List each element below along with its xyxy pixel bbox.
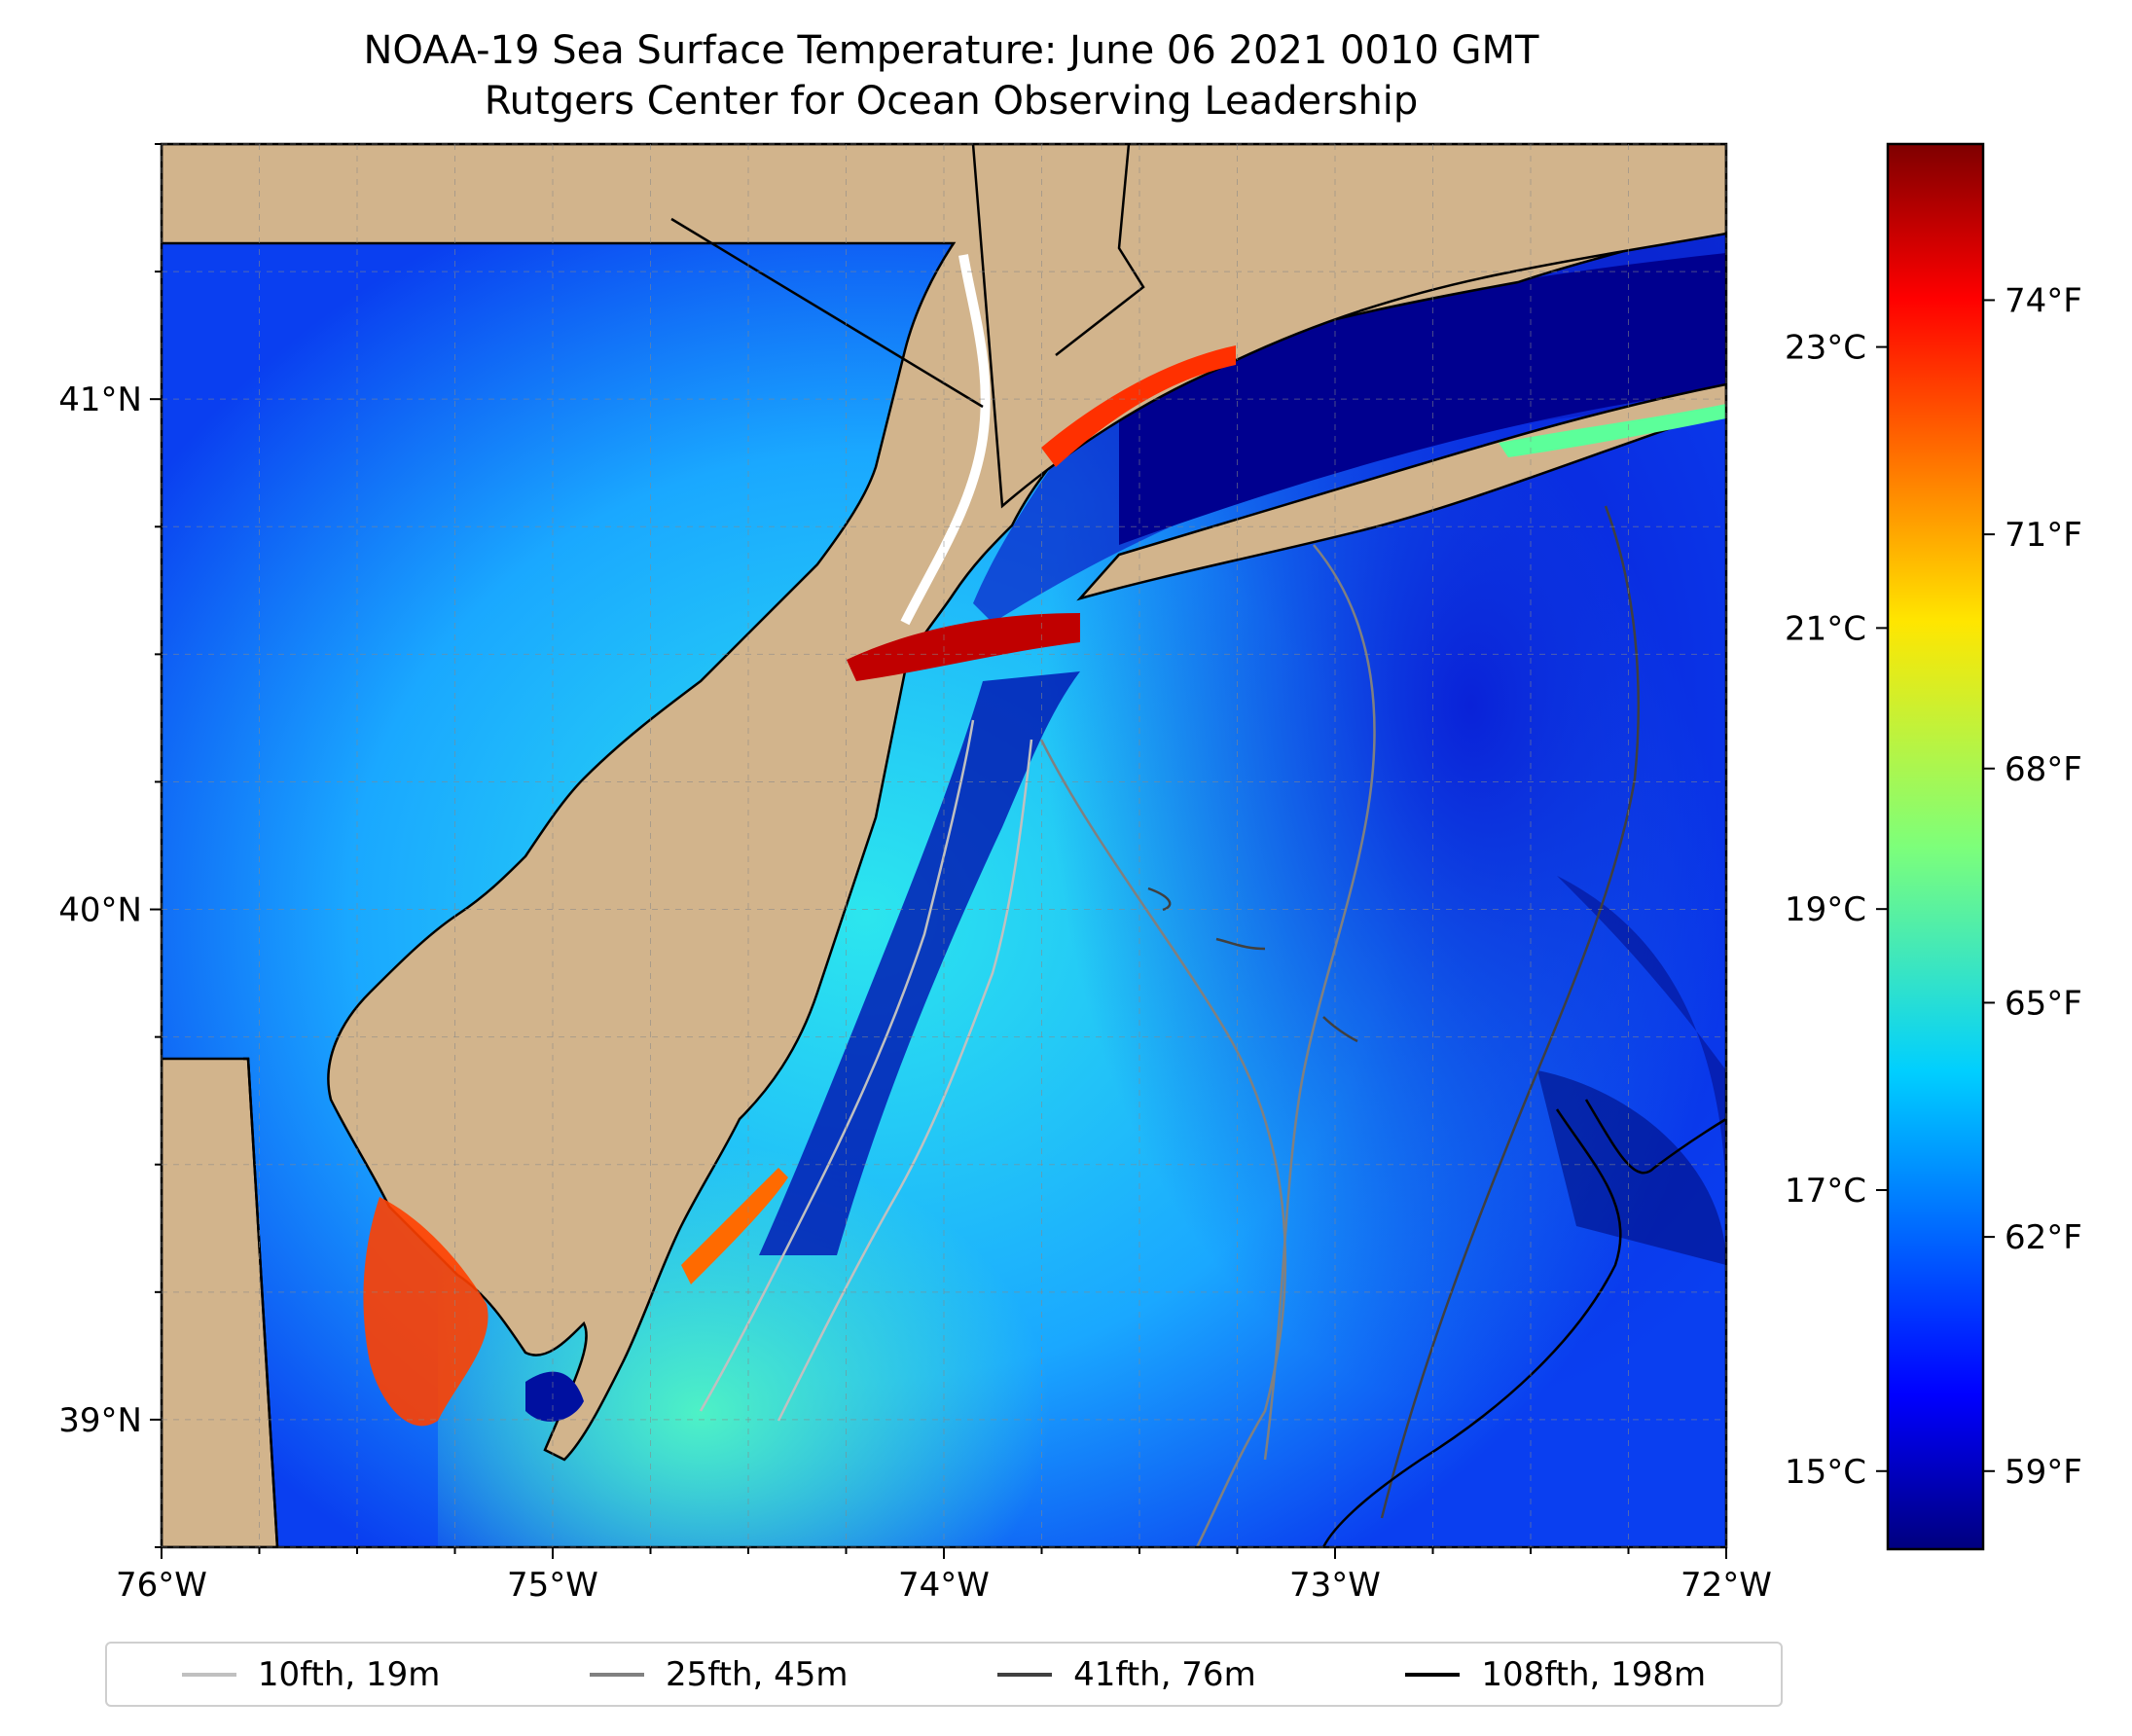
colorbar <box>1886 142 1985 1551</box>
lat-tick-label: 40°N <box>58 891 142 930</box>
lat-tick-label: 41°N <box>58 380 142 419</box>
celsius-tick-label: 19°C <box>1785 890 1866 929</box>
lon-tick-label: 76°W <box>116 1566 207 1605</box>
chart-subtitle: Rutgers Center for Ocean Observing Leade… <box>484 79 1419 124</box>
legend-item: 41fth, 76m <box>997 1655 1256 1694</box>
legend-label: 25fth, 45m <box>666 1654 849 1694</box>
graticule <box>161 143 1727 1548</box>
celsius-tick-label: 15°C <box>1785 1453 1866 1492</box>
celsius-tick-label: 21°C <box>1785 609 1866 648</box>
legend-item: 25fth, 45m <box>590 1655 849 1694</box>
legend-label: 41fth, 76m <box>1073 1654 1256 1694</box>
fahrenheit-tick-label: 74°F <box>2005 281 2082 320</box>
delaware-land <box>162 1057 279 1547</box>
celsius-tick-label: 23°C <box>1785 329 1866 368</box>
legend-item: 10fth, 19m <box>181 1654 441 1694</box>
lat-axis: 39°N 40°N 41°N <box>58 143 162 1548</box>
chart-title: NOAA-19 Sea Surface Temperature: June 06… <box>363 28 1539 73</box>
lon-tick-label: 74°W <box>898 1566 990 1605</box>
fahrenheit-tick-label: 62°F <box>2005 1218 2082 1257</box>
legend-swatch <box>997 1672 1053 1677</box>
lon-tick-label: 72°W <box>1680 1566 1772 1605</box>
lat-tick-label: 39°N <box>58 1401 142 1440</box>
celsius-tick-label: 17°C <box>1785 1172 1866 1211</box>
legend-swatch <box>1405 1672 1461 1677</box>
legend-label: 108fth, 198m <box>1481 1654 1707 1694</box>
lon-tick-label: 73°W <box>1289 1566 1381 1605</box>
legend-item: 108fth, 198m <box>1405 1655 1706 1694</box>
colorbar-celsius-ticks: 15°C 17°C 19°C 21°C 23°C <box>1785 329 1888 1492</box>
lon-axis: 76°W 75°W 74°W 73°W 72°W <box>116 1547 1772 1605</box>
fahrenheit-tick-label: 65°F <box>2005 984 2082 1023</box>
legend-label: 10fth, 19m <box>257 1654 441 1694</box>
colorbar-fahrenheit-ticks: 59°F 62°F 65°F 68°F 71°F 74°F <box>1983 281 2082 1492</box>
lon-tick-label: 75°W <box>507 1566 598 1605</box>
fahrenheit-tick-label: 68°F <box>2005 750 2082 789</box>
legend-swatch <box>181 1672 236 1677</box>
fahrenheit-tick-label: 71°F <box>2005 516 2082 555</box>
isobath-legend: 10fth, 19m 25fth, 45m 41fth, 76m 108fth,… <box>105 1642 1783 1707</box>
legend-swatch <box>590 1672 644 1677</box>
map-area <box>162 144 1726 1547</box>
fahrenheit-tick-label: 59°F <box>2005 1453 2082 1492</box>
